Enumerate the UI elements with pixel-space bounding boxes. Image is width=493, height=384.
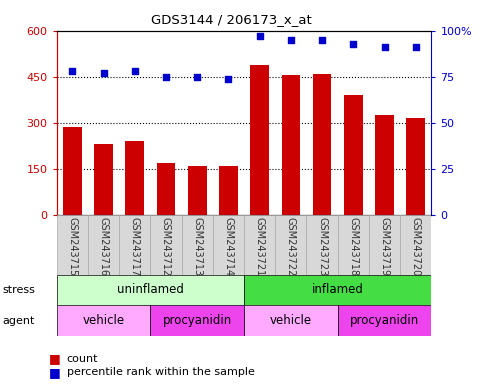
Point: [287, 37, 295, 43]
Text: procyanidin: procyanidin: [350, 314, 419, 327]
Bar: [244, 305, 338, 336]
Text: vehicle: vehicle: [270, 314, 312, 327]
Bar: [88, 215, 119, 275]
Bar: [244, 215, 275, 275]
Text: GSM243721: GSM243721: [255, 217, 265, 276]
Bar: [94, 144, 113, 215]
Text: vehicle: vehicle: [82, 314, 125, 327]
Point: [131, 68, 139, 74]
Text: ■: ■: [49, 366, 61, 379]
Text: GSM243722: GSM243722: [286, 217, 296, 276]
Bar: [125, 141, 144, 215]
Point: [100, 70, 107, 76]
Text: uninflamed: uninflamed: [117, 283, 184, 296]
Text: GSM243714: GSM243714: [223, 217, 233, 276]
Bar: [219, 166, 238, 215]
Point: [350, 41, 357, 47]
Bar: [181, 215, 213, 275]
Text: GSM243720: GSM243720: [411, 217, 421, 276]
Bar: [338, 305, 431, 336]
Text: stress: stress: [2, 285, 35, 295]
Bar: [63, 127, 82, 215]
Bar: [57, 305, 150, 336]
Text: count: count: [67, 354, 98, 364]
Bar: [57, 275, 244, 305]
Text: GSM243713: GSM243713: [192, 217, 202, 276]
Bar: [119, 215, 150, 275]
Bar: [57, 215, 88, 275]
Point: [224, 76, 232, 82]
Bar: [344, 95, 363, 215]
Bar: [213, 215, 244, 275]
Text: GSM243718: GSM243718: [349, 217, 358, 276]
Bar: [307, 215, 338, 275]
Text: agent: agent: [2, 316, 35, 326]
Bar: [150, 215, 181, 275]
Text: GSM243715: GSM243715: [68, 217, 77, 276]
Text: GSM243712: GSM243712: [161, 217, 171, 276]
Point: [318, 37, 326, 43]
Bar: [250, 65, 269, 215]
Bar: [369, 215, 400, 275]
Bar: [157, 163, 176, 215]
Bar: [188, 166, 207, 215]
Text: percentile rank within the sample: percentile rank within the sample: [67, 367, 254, 377]
Text: GSM243717: GSM243717: [130, 217, 140, 276]
Text: procyanidin: procyanidin: [163, 314, 232, 327]
Point: [412, 44, 420, 50]
Point: [256, 33, 264, 39]
Bar: [400, 215, 431, 275]
Text: GDS3144 / 206173_x_at: GDS3144 / 206173_x_at: [151, 13, 312, 26]
Bar: [282, 75, 300, 215]
Point: [381, 44, 388, 50]
Bar: [406, 118, 425, 215]
Point: [193, 74, 201, 80]
Text: ■: ■: [49, 353, 61, 366]
Bar: [375, 115, 394, 215]
Text: inflamed: inflamed: [312, 283, 364, 296]
Bar: [244, 275, 431, 305]
Point: [69, 68, 76, 74]
Point: [162, 74, 170, 80]
Text: GSM243716: GSM243716: [99, 217, 108, 276]
Bar: [313, 74, 331, 215]
Bar: [150, 305, 244, 336]
Bar: [338, 215, 369, 275]
Bar: [275, 215, 307, 275]
Text: GSM243723: GSM243723: [317, 217, 327, 276]
Text: GSM243719: GSM243719: [380, 217, 389, 276]
